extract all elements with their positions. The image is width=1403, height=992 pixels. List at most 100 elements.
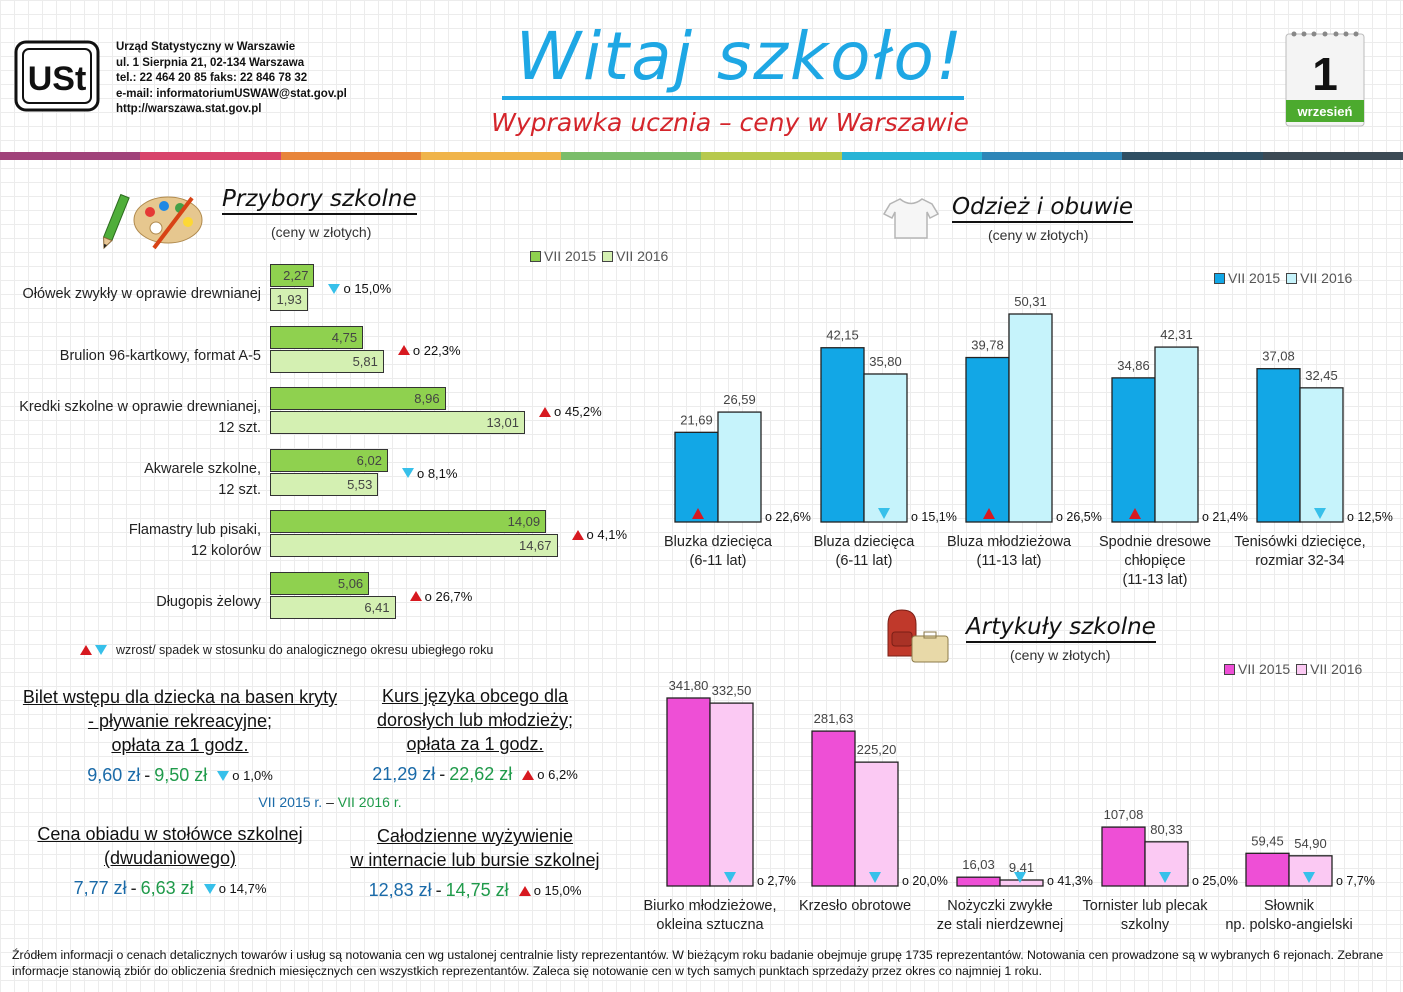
supplies-bar-2016: 14,67 [270, 534, 558, 557]
articles-category-label: Krzesło obrotowe [799, 898, 911, 914]
page-subtitle: Wyprawka ucznia – ceny w Warszawie [491, 108, 969, 137]
office-address: ul. 1 Sierpnia 21, 02-134 Warszawa [116, 56, 305, 69]
supplies-category-label: Akwarele szkolne, 12 szt. [144, 460, 261, 498]
articles-bar-2016 [999, 879, 1044, 887]
down-triangle-icon [878, 508, 890, 519]
up-triangle-icon [983, 508, 995, 519]
supplies-change-text: o 15,0% [343, 281, 392, 296]
articles-change-text: o 20,0% [902, 874, 948, 888]
page-title: Witaj szkoło! [515, 18, 965, 95]
clothing-value-label: 21,69 [680, 412, 713, 427]
supplies-change: o 22,3% [397, 343, 461, 358]
legend-label-2016: VII 2016 [1300, 270, 1353, 286]
articles-category-label: Nożyczki zwykłe [947, 898, 1053, 914]
clothing-value-label: 32,45 [1305, 368, 1338, 383]
clothing-change-text: o 26,5% [1056, 510, 1102, 524]
articles-value-label: 281,63 [814, 711, 854, 726]
supplies-change: o 15,0% [328, 281, 391, 296]
tshirt-icon [882, 198, 940, 239]
up-triangle-icon [409, 591, 422, 601]
info-lunch-values: 7,77 zł -6,63 zł o 14,7% [73, 878, 267, 898]
clothing-category-label: Spodnie dresowe [1099, 534, 1211, 550]
down-triangle-icon [1014, 872, 1026, 883]
articles-bar-2015 [1101, 826, 1146, 887]
logo-text: USt [28, 60, 87, 98]
supplies-category-label: Brulion 96-kartkowy, format A-5 [59, 347, 261, 364]
info-boarding-heading: Całodzienne wyżywienie w internacie lub b… [350, 826, 600, 870]
articles-title: Artykuły szkolne [966, 614, 1156, 643]
clothing-bar-2015 [674, 431, 719, 523]
clothing-category-label: (11-13 lat) [1122, 572, 1187, 588]
clothing-category-label: Bluza dziecięca [814, 534, 916, 550]
clothing-category-label: rozmiar 32-34 [1255, 553, 1344, 569]
supplies-bar-2015: 6,02 [270, 448, 388, 472]
articles-category-label: ze stali nierdzewnej [937, 917, 1064, 933]
supplies-change-text: o 4,1% [586, 527, 628, 542]
clothing-bar-2015 [965, 356, 1010, 523]
office-email[interactable]: e-mail: informatoriumUSWAW@stat.gov.pl [116, 87, 347, 100]
supplies-change-text: o 8,1% [416, 465, 458, 481]
supplies-change-text: o 45,2% [554, 404, 602, 419]
clothing-value-label: 37,08 [1262, 349, 1295, 364]
supplies-bar-2015: 4,75 [270, 325, 364, 349]
pencil-palette-icon [102, 193, 203, 250]
up-triangle-icon [518, 885, 531, 896]
articles-bar-2016 [709, 702, 754, 887]
office-name: Urząd Statystyczny w Warszawie [116, 41, 296, 53]
info-lunch: Cena obiadu w stołówce szkolnej (dwudanio… [20, 822, 320, 899]
info-pool-heading: Bilet wstępu dla dziecka na basen kryty -… [22, 687, 338, 755]
info-course: Kurs języka obcego dla dorosłych lub młod… [340, 684, 610, 785]
articles-legend: VII 2015 VII 2016 [1224, 661, 1362, 677]
supplies-bar-2016: 5,81 [270, 349, 384, 373]
legend-swatch-2016 [1296, 663, 1308, 675]
legend-swatch-2015 [530, 250, 541, 262]
office-phone: tel.: 22 464 20 85 faks: 22 846 78 32 [116, 72, 308, 84]
legend-label-2016: VII 2016 [616, 248, 669, 264]
supplies-bar-2016: 5,53 [270, 472, 379, 496]
up-triangle-icon [522, 769, 535, 780]
color-stripe [0, 152, 1403, 160]
us-logo: USt [14, 40, 100, 112]
supplies-change: o 26,7% [409, 589, 472, 604]
office-info: Urząd Statystyczny w Warszawie ul. 1 Sie… [116, 40, 347, 118]
clothing-bar-2015 [820, 347, 865, 523]
clothing-bar-2016 [1008, 313, 1053, 523]
office-website[interactable]: http://warszawa.stat.gov.pl [116, 103, 262, 115]
calendar-icon: 1 wrzesień [1285, 31, 1365, 127]
clothing-bar-2016 [1154, 346, 1199, 523]
info-course-values: 21,29 zł -22,62 zł o 6,2% [372, 764, 578, 784]
footer-note: Źródłem informacji o cenach detalicznych… [12, 948, 1384, 978]
clothing-category-label: (6-11 lat) [836, 553, 893, 569]
clothing-bar-2016 [717, 411, 762, 523]
articles-change-text: o 7,7% [1336, 874, 1375, 888]
trend-legend: wzrost/ spadek w stosunku do analogiczne… [80, 643, 493, 657]
clothing-category-label: Bluzka dziecięca [664, 534, 773, 550]
info-lunch-heading: Cena obiadu w stołówce szkolnej (dwudanio… [37, 824, 303, 868]
up-triangle-icon [692, 508, 704, 519]
calendar-month: wrzesień [1297, 104, 1353, 119]
articles-subtitle: (ceny w złotych) [1010, 647, 1111, 663]
articles-value-label: 9,41 [1009, 860, 1034, 875]
articles-value-label: 59,45 [1251, 833, 1284, 848]
clothing-change-text: o 12,5% [1347, 510, 1393, 524]
supplies-category-label: Długopis żelowy [156, 593, 261, 610]
clothing-value-label: 50,31 [1014, 294, 1047, 309]
clothing-chart: 21,69 26,59 o 22,6% Bluzka dziecięca (6-11 l… [664, 294, 1393, 588]
backpack-icon [887, 609, 949, 663]
articles-bar-2015 [666, 697, 711, 887]
articles-change-text: o 41,3% [1047, 874, 1093, 888]
legend-swatch-2015 [1224, 663, 1235, 675]
info-pool: Bilet wstępu dla dziecka na basen kryty -… [10, 685, 350, 786]
down-triangle-icon [1303, 872, 1315, 883]
supplies-legend: VII 2015 VII 2016 [530, 248, 668, 264]
up-triangle-icon [1129, 508, 1141, 519]
down-triangle-icon [217, 770, 230, 781]
supplies-bar-2015: 8,96 [270, 387, 446, 410]
clothing-value-label: 39,78 [971, 338, 1004, 353]
legend-swatch-2016 [1286, 272, 1298, 284]
clothing-bar-2015 [1256, 368, 1301, 523]
legend-swatch-2016 [602, 250, 614, 262]
info-boarding-values: 12,83 zł -14,75 zł o 15,0% [368, 880, 582, 900]
supplies-category-label: Kredki szkolne w oprawie drewnianej, 12 s… [19, 399, 261, 436]
supplies-change: o 4,1% [571, 527, 628, 542]
